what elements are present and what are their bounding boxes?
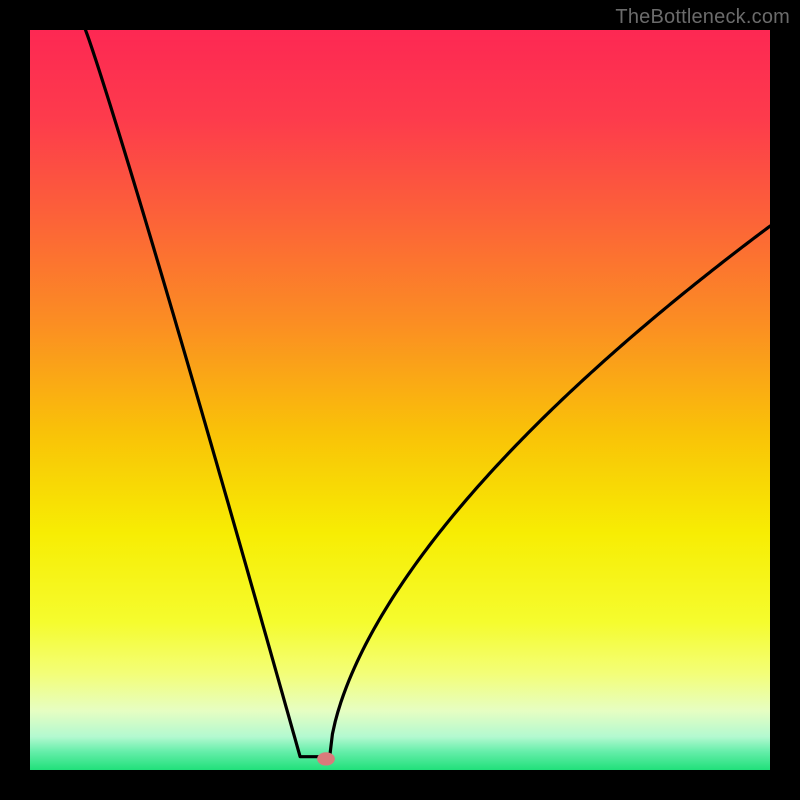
plot-background <box>30 30 770 770</box>
trough-marker <box>317 752 335 765</box>
chart-container: TheBottleneck.com <box>0 0 800 800</box>
watermark-text: TheBottleneck.com <box>615 6 790 29</box>
bottleneck-chart-svg <box>0 0 800 800</box>
